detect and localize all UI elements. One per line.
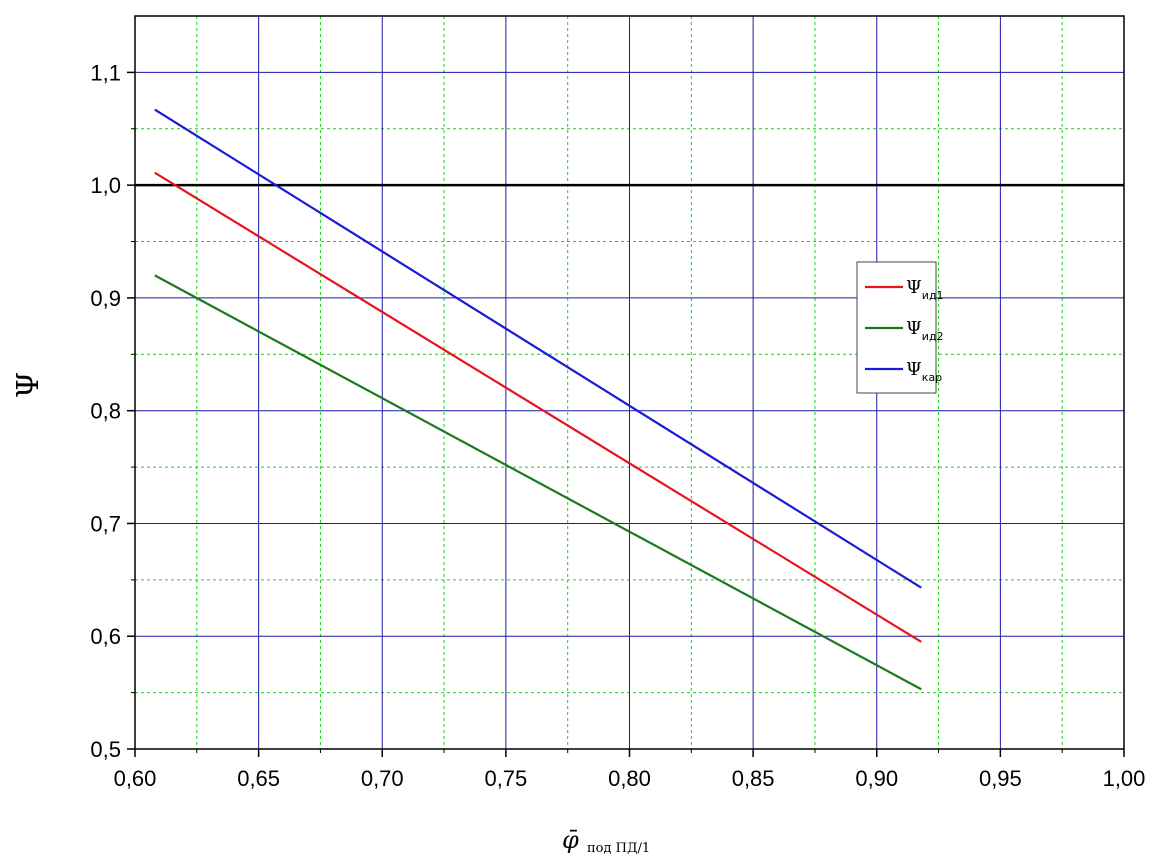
x-tick-label: 0,95 [979, 766, 1022, 791]
series-line-1 [155, 173, 921, 642]
axis-ticks [127, 72, 1124, 757]
x-tick-labels: 0,60 0,65 0,70 0,75 0,80 0,85 0,90 0,95 1,00 [114, 766, 1146, 791]
x-tick-label: 0,85 [732, 766, 775, 791]
y-tick-label: 0,9 [90, 286, 121, 311]
series-line-3 [155, 110, 921, 588]
y-tick-label: 0,7 [90, 511, 121, 536]
x-tick-label: 0,90 [855, 766, 898, 791]
y-tick-labels: 0,5 0,6 0,7 0,8 0,9 1,0 1,1 [90, 60, 121, 762]
x-tick-label: 0,80 [608, 766, 651, 791]
x-axis-label: φ̄ под ПД/1 [562, 826, 650, 856]
y-tick-label: 0,5 [90, 737, 121, 762]
y-axis-label: Ψ [11, 372, 46, 398]
series-layer [155, 110, 921, 690]
x-tick-label: 0,60 [114, 766, 157, 791]
x-tick-label: 0,65 [237, 766, 280, 791]
series-line-2 [155, 275, 921, 689]
major-grid [135, 16, 1124, 749]
y-tick-label: 1,1 [90, 60, 121, 85]
x-tick-label: 0,75 [484, 766, 527, 791]
y-tick-label: 0,6 [90, 624, 121, 649]
x-tick-label: 0,70 [361, 766, 404, 791]
y-tick-label: 1,0 [90, 173, 121, 198]
x-axis-label-main: φ̄ [562, 826, 579, 854]
x-tick-label: 1,00 [1103, 766, 1146, 791]
y-tick-label: 0,8 [90, 399, 121, 424]
x-axis-label-sub: под ПД/1 [587, 841, 650, 856]
